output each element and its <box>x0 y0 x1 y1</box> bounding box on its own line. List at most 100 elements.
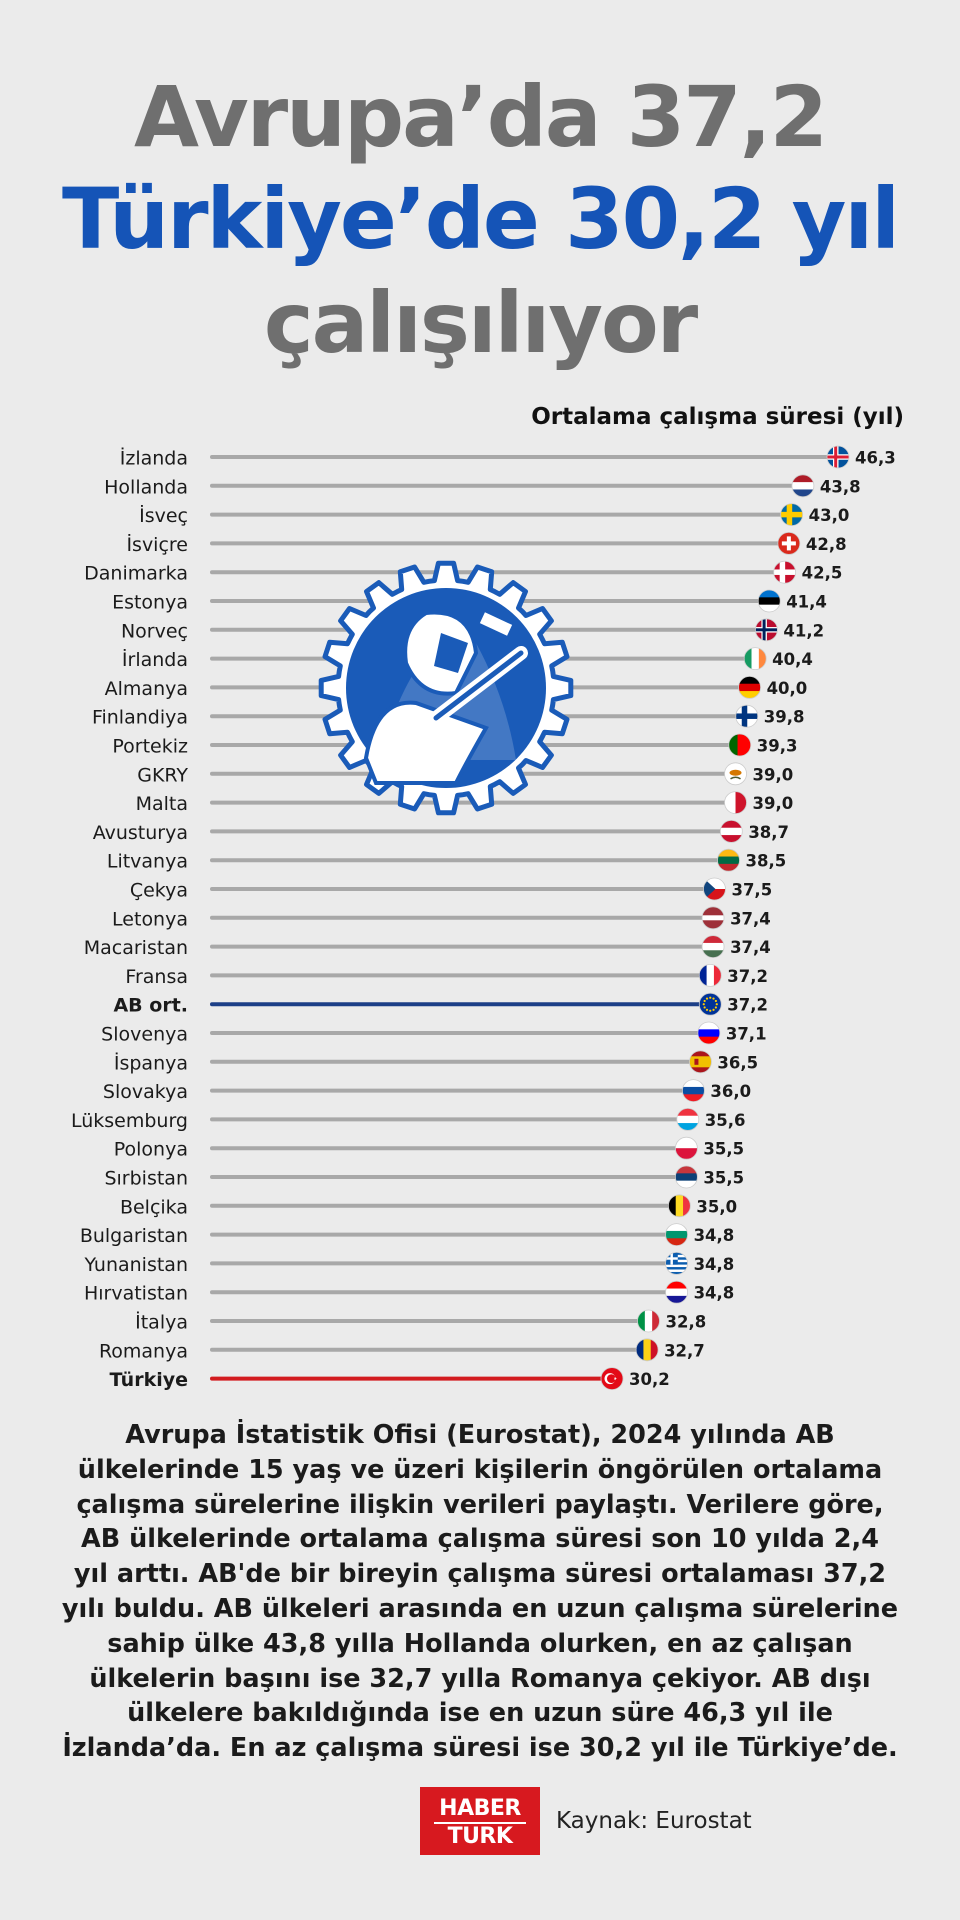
flag-marker <box>637 1309 660 1333</box>
category-label: Fransa <box>125 966 188 988</box>
logo-text-bottom: TURK <box>447 1824 513 1849</box>
category-label: Letonya <box>112 908 188 930</box>
source-text: Kaynak: Eurostat <box>556 1808 752 1834</box>
category-label: Avusturya <box>93 822 188 844</box>
value-label: 40,4 <box>772 650 813 669</box>
category-label: Hırvatistan <box>84 1283 188 1305</box>
flag-marker <box>665 1223 688 1246</box>
category-label: Finlandiya <box>92 707 188 729</box>
gear-welder-icon <box>318 560 574 816</box>
value-label: 38,7 <box>748 823 789 842</box>
category-label: Norveç <box>121 620 188 642</box>
value-label: 37,2 <box>727 967 768 986</box>
flag-marker <box>755 618 778 642</box>
value-axis-label: Ortalama çalışma süresi (yıl) <box>531 404 904 430</box>
value-label: 37,4 <box>730 909 771 928</box>
title-line-1: Avrupa’da 37,2 <box>133 68 828 166</box>
logo-text-top: HABER <box>439 1796 521 1821</box>
category-label: Romanya <box>99 1340 188 1362</box>
flag-marker <box>703 877 726 901</box>
flag-marker <box>667 1194 691 1218</box>
flag-marker <box>698 992 722 1016</box>
chart-markers: 46,3 43,8 43,0 42,8 42,5 41,4 41,2 40,4 40,0 39,8… <box>600 445 896 1390</box>
value-label: 32,7 <box>664 1341 705 1360</box>
category-label: Portekiz <box>112 736 188 758</box>
value-label: 39,3 <box>757 737 798 756</box>
flag-marker <box>724 762 747 786</box>
category-label: İtalya <box>135 1311 188 1334</box>
value-label: 37,5 <box>731 881 772 900</box>
flag-marker <box>682 1079 705 1102</box>
flag-marker <box>773 560 797 584</box>
flag-marker <box>674 1165 698 1189</box>
value-label: 43,8 <box>820 477 861 496</box>
category-label: İrlanda <box>122 648 188 671</box>
flag-marker <box>676 1108 700 1131</box>
flag-marker <box>600 1367 624 1390</box>
flag-marker <box>697 1021 721 1045</box>
value-label: 37,1 <box>726 1025 767 1044</box>
logo-divider <box>434 1822 526 1824</box>
value-label: 42,5 <box>802 564 843 583</box>
category-label: Slovenya <box>101 1024 188 1046</box>
category-label: İzlanda <box>120 447 188 470</box>
flag-marker <box>689 1050 712 1074</box>
flag-marker <box>701 935 725 958</box>
category-label: İsviçre <box>126 533 188 556</box>
flag-marker <box>719 820 743 843</box>
value-label: 34,8 <box>694 1255 735 1274</box>
category-label: Polonya <box>114 1139 188 1161</box>
chart-bars: İzlanda Hollanda İsveç İsviçre Danimarka Esto… <box>71 447 836 1391</box>
category-label: Macaristan <box>84 937 188 959</box>
flag-marker <box>698 964 722 987</box>
category-label: Sırbistan <box>104 1168 188 1190</box>
value-label: 41,2 <box>783 621 824 640</box>
value-label: 38,5 <box>746 852 787 871</box>
value-label: 42,8 <box>806 535 847 554</box>
value-label: 35,0 <box>696 1197 737 1216</box>
flag-marker <box>791 474 815 498</box>
value-label: 39,8 <box>764 708 805 727</box>
flag-marker <box>665 1280 688 1304</box>
value-label: 39,0 <box>753 794 794 813</box>
category-label: İsveç <box>139 504 188 527</box>
haberturk-logo: HABER TURK <box>420 1787 540 1855</box>
value-label: 35,5 <box>703 1140 744 1159</box>
category-label: Türkiye <box>110 1369 188 1391</box>
category-label: GKRY <box>137 764 188 786</box>
category-label: Estonya <box>112 592 188 614</box>
category-label: Malta <box>136 793 188 815</box>
flag-marker <box>743 647 767 670</box>
flag-marker <box>717 848 740 872</box>
flag-marker <box>738 676 761 699</box>
category-label: Belçika <box>120 1196 188 1218</box>
category-label: İspanya <box>114 1051 188 1074</box>
flag-marker <box>665 1252 688 1275</box>
title-line-2: Türkiye’de 30,2 yıl <box>61 170 900 268</box>
category-label: Yunanistan <box>83 1254 188 1276</box>
category-label: Litvanya <box>107 851 188 873</box>
flag-marker <box>724 791 747 814</box>
value-label: 35,5 <box>703 1169 744 1188</box>
flag-marker <box>735 704 759 728</box>
value-label: 30,2 <box>629 1370 670 1389</box>
value-label: 36,0 <box>710 1082 751 1101</box>
flag-marker <box>757 589 781 613</box>
category-label: AB ort. <box>113 995 188 1017</box>
category-label: Slovakya <box>103 1081 188 1103</box>
flag-marker <box>728 733 752 757</box>
value-label: 32,8 <box>665 1313 706 1332</box>
value-label: 46,3 <box>855 449 896 468</box>
flag-marker <box>674 1136 698 1160</box>
category-label: Lüksemburg <box>71 1110 188 1132</box>
flag-marker <box>780 503 804 526</box>
value-label: 37,2 <box>727 996 768 1015</box>
value-label: 43,0 <box>809 506 850 525</box>
value-label: 34,8 <box>694 1226 735 1245</box>
category-label: Bulgaristan <box>80 1225 188 1247</box>
value-label: 34,8 <box>694 1284 735 1303</box>
title-line-3: çalışılıyor <box>263 274 698 372</box>
value-label: 41,4 <box>786 593 827 612</box>
value-label: 40,0 <box>767 679 808 698</box>
category-label: Danimarka <box>84 563 188 585</box>
